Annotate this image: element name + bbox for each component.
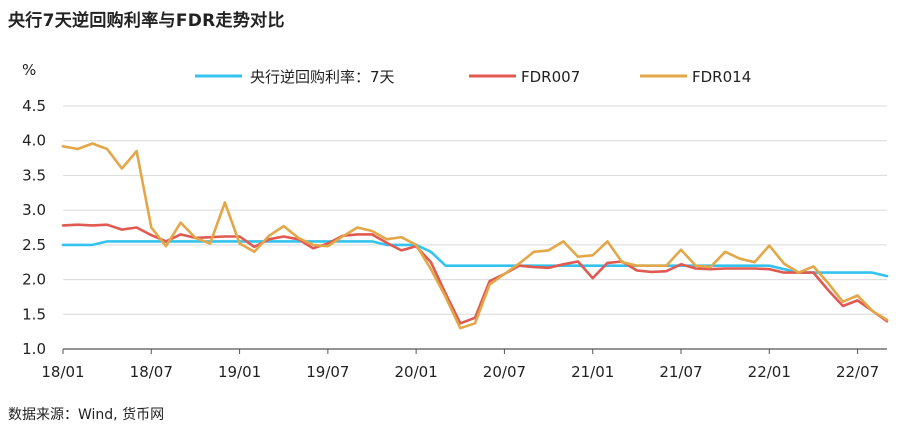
legend: 央行逆回购利率：7天 FDR007 FDR014 [195, 68, 751, 86]
x-tick-label: 20/07 [483, 363, 526, 381]
legend-label-rate: 央行逆回购利率：7天 [250, 68, 395, 86]
x-tick-label: 19/07 [306, 363, 349, 381]
data-source: 数据来源：Wind, 货币网 [8, 407, 165, 423]
x-tick-label: 21/07 [659, 363, 702, 381]
y-tick-label: 2.5 [22, 236, 46, 254]
y-tick-label: 3.5 [22, 166, 46, 184]
y-tick-label: 3.0 [22, 201, 46, 219]
x-tick-label: 22/07 [836, 363, 879, 381]
chart-title: 央行7天逆回购利率与FDR走势对比 [8, 11, 285, 31]
series-line-fdr007 [61, 223, 889, 325]
series-line-fdr014 [61, 142, 889, 330]
grid-lines [63, 105, 887, 315]
x-tick-label: 18/07 [130, 363, 173, 381]
x-tick-label: 22/01 [748, 363, 791, 381]
x-tick-label: 19/01 [218, 363, 261, 381]
y-tick-label: 4.5 [22, 97, 46, 115]
x-tick-label: 20/01 [395, 363, 438, 381]
x-tick-label: 18/01 [41, 363, 84, 381]
y-tick-label: 4.0 [22, 132, 46, 150]
series-lines [61, 142, 889, 330]
y-tick-label: 1.5 [22, 305, 46, 323]
y-axis-unit: % [22, 61, 36, 79]
x-tick-label: 21/01 [571, 363, 614, 381]
y-tick-labels: 1.0 1.5 2.0 2.5 3.0 3.5 4.0 4.5 [22, 97, 46, 358]
series-line-rate [61, 240, 889, 278]
legend-label-fdr014: FDR014 [692, 68, 751, 86]
x-tick-labels: 18/01 18/07 19/01 19/07 20/01 20/07 21/01 21/07… [41, 349, 879, 381]
legend-label-fdr007: FDR007 [521, 68, 580, 86]
y-tick-label: 1.0 [22, 340, 46, 358]
y-tick-label: 2.0 [22, 271, 46, 289]
